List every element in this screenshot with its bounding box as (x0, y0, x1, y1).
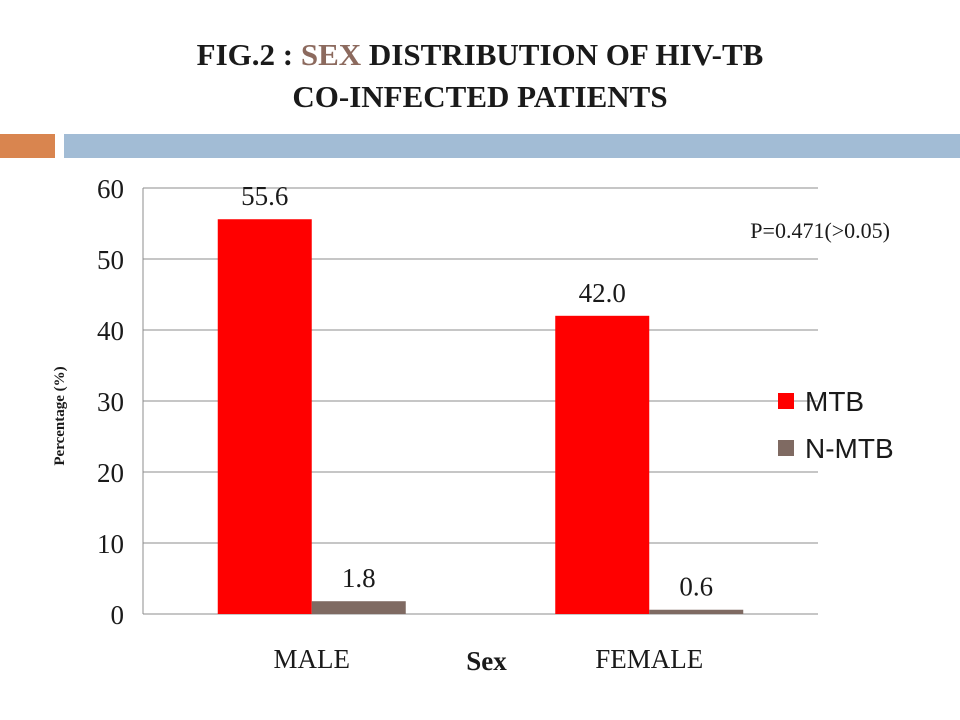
y-tick-label-0: 0 (111, 600, 125, 630)
y-tick-label-50: 50 (97, 245, 124, 275)
data-labels: 55.6 1.8 42.0 0.6 (241, 181, 713, 602)
y-tick-label-30: 30 (97, 387, 124, 417)
bar-n-mtb-male (311, 601, 406, 614)
title-line-2: CO-INFECTED PATIENTS (292, 79, 668, 114)
title-line-1: FIG.2 : SEX DISTRIBUTION OF HIV-TB (0, 34, 960, 76)
title-suffix: DISTRIBUTION OF HIV-TB (361, 37, 764, 72)
legend-label-n-mtb: N-MTB (805, 433, 894, 464)
chart-title: FIG.2 : SEX DISTRIBUTION OF HIV-TB CO-IN… (0, 34, 960, 118)
legend-label-mtb: MTB (805, 386, 864, 417)
accent-bar-orange (0, 134, 55, 158)
category-label-male: MALE (274, 644, 351, 674)
bars (217, 219, 744, 615)
bar-mtb-female (555, 315, 650, 614)
category-labels: MALE FEMALE (274, 644, 704, 674)
legend: MTB N-MTB (778, 386, 894, 464)
bar-n-mtb-female (649, 609, 744, 614)
p-value-annotation: P=0.471(>0.05) (750, 218, 890, 243)
bar-mtb-male (217, 219, 312, 615)
y-tick-label-10: 10 (97, 529, 124, 559)
data-label-mtb-male: 55.6 (241, 181, 288, 211)
y-axis-title: Percentage (%) (52, 366, 68, 465)
legend-swatch-mtb (778, 393, 794, 409)
y-tick-label-20: 20 (97, 458, 124, 488)
data-label-mtb-female: 42.0 (579, 278, 626, 308)
title-highlight: SEX (300, 37, 362, 72)
accent-bar-blue (64, 134, 960, 158)
data-label-n-mtb-female: 0.6 (679, 572, 713, 602)
category-label-female: FEMALE (595, 644, 703, 674)
data-label-n-mtb-male: 1.8 (342, 563, 376, 593)
y-tick-labels: 0 10 20 30 40 50 60 (97, 174, 124, 630)
y-tick-label-40: 40 (97, 316, 124, 346)
title-prefix: FIG.2 : (196, 37, 301, 72)
y-tick-label-60: 60 (97, 174, 124, 204)
x-axis-title: Sex (466, 646, 507, 676)
legend-swatch-n-mtb (778, 440, 794, 456)
